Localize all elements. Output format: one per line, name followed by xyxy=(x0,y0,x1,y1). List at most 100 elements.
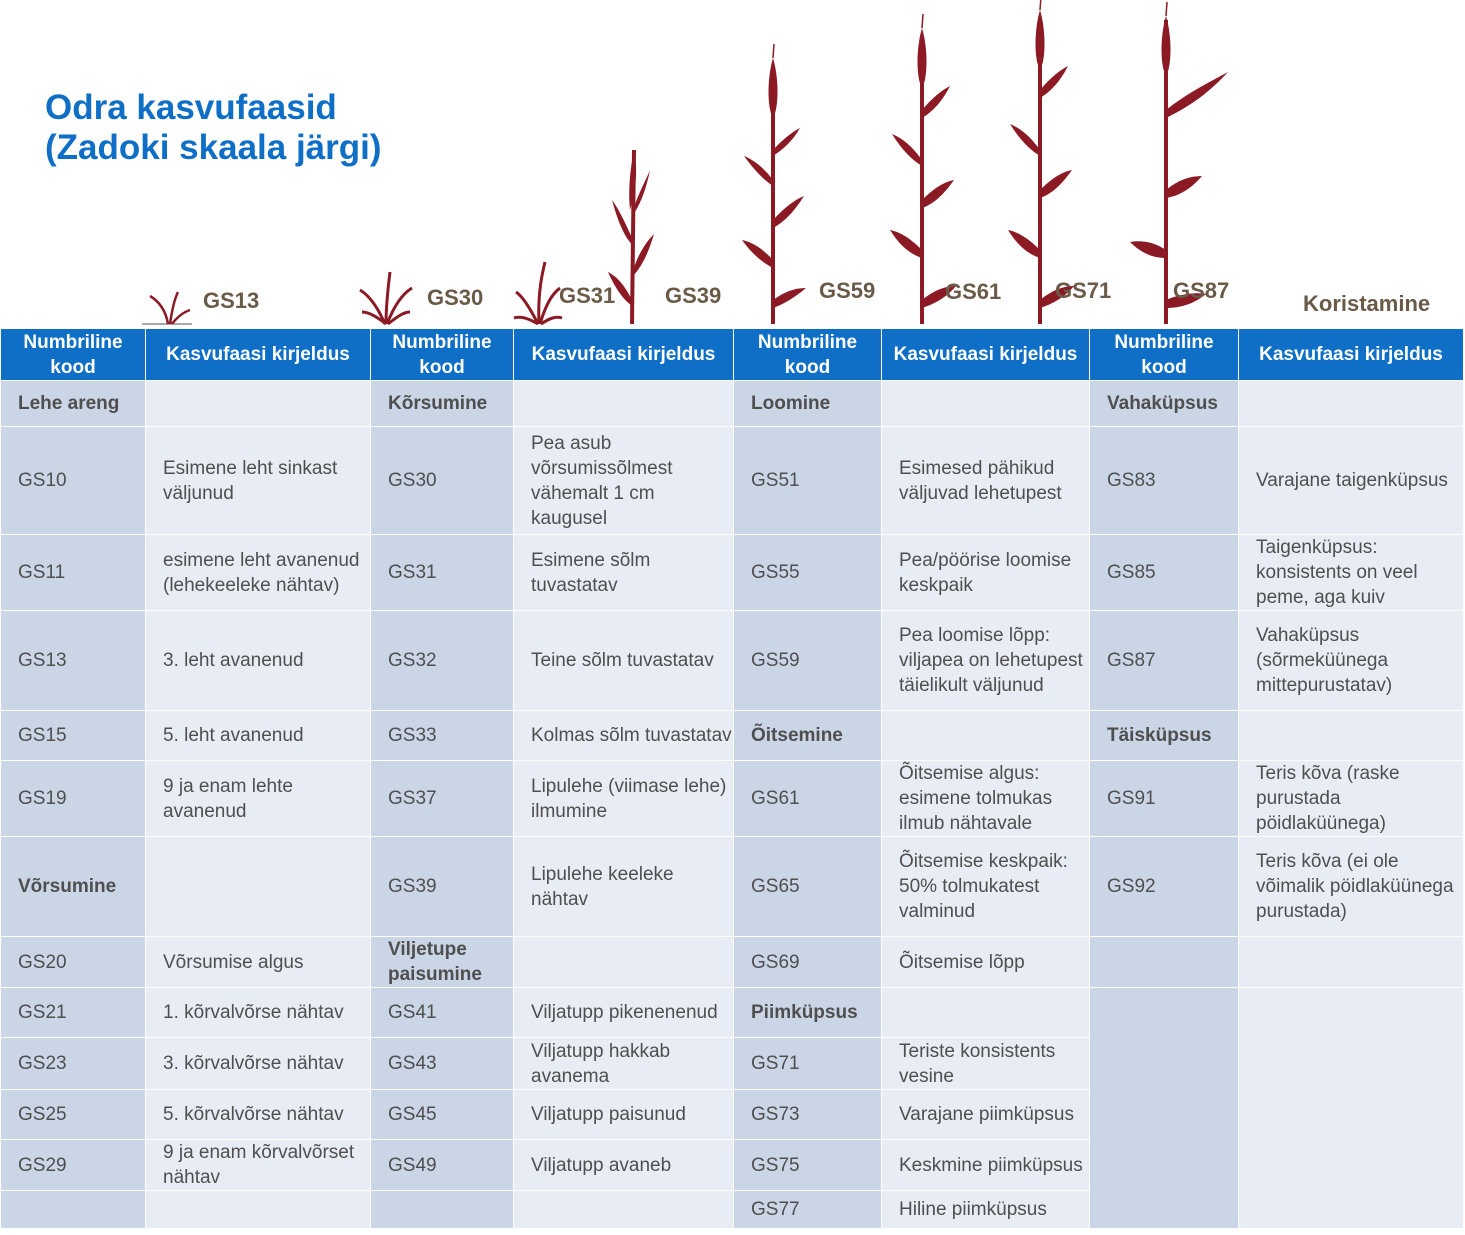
table-cell-code: GS65 xyxy=(733,836,882,937)
table-row: GS21 1. kõrvalvõrse nähtav GS41 Viljatupp p… xyxy=(0,987,1464,1229)
table-cell-code: GS69 xyxy=(733,936,882,988)
table-cell-desc: Keskmine piimküpsus xyxy=(881,1139,1090,1191)
table-cell-desc: Teris kõva (ei ole võimalik pöidlaküüneg… xyxy=(1238,836,1464,937)
table-row: Lehe areng Kõrsumine Loomine Vahaküpsus xyxy=(0,380,1464,427)
table-cell-desc xyxy=(1238,987,1464,1229)
table-cell-code: GS43 xyxy=(370,1037,514,1090)
table-cell-code: GS77 xyxy=(733,1190,882,1229)
plant-gs30-icon xyxy=(359,271,413,326)
table-cell-code: GS37 xyxy=(370,760,514,837)
table-cell-code: GS29 xyxy=(0,1139,146,1191)
table-cell-code: Viljetupe paisumine xyxy=(370,936,514,988)
table-cell-code: GS25 xyxy=(0,1089,146,1140)
table-cell-code: GS10 xyxy=(0,426,146,535)
table-cell-desc: Esimesed pähikud väljuvad lehetupest xyxy=(881,426,1090,535)
table-cell-desc: Pea/pöörise loomise keskpaik xyxy=(881,534,1090,611)
table-cell-code: GS73 xyxy=(733,1089,882,1140)
table-row: GS10 Esimene leht sinkast väljunud GS30 Pea… xyxy=(0,426,1464,535)
table-cell-code: GS41 xyxy=(370,987,514,1038)
table-cell-desc: Teris kõva (raske purustada pöidlaküüneg… xyxy=(1238,760,1464,837)
table-cell-desc: 9 ja enam kõrvalvõrset nähtav xyxy=(145,1139,371,1191)
table-cell-code: GS55 xyxy=(733,534,882,611)
header-code-2: Numbriline kood xyxy=(370,328,514,381)
header-desc-2: Kasvufaasi kirjeldus xyxy=(513,328,734,381)
table-cell-code: Loomine xyxy=(733,380,882,427)
table-cell-desc xyxy=(145,1190,371,1229)
table-cell-code: GS87 xyxy=(1089,610,1239,711)
header-desc-3: Kasvufaasi kirjeldus xyxy=(881,328,1090,381)
table-row: GS13 3. leht avanenud GS32 Teine sõlm tuvas… xyxy=(0,610,1464,711)
table-cell-desc: Varajane taigenküpsus xyxy=(1238,426,1464,535)
header-code-3: Numbriline kood xyxy=(733,328,882,381)
table-cell-desc: Teine sõlm tuvastatav xyxy=(513,610,734,711)
table-cell-desc: Teriste konsistents vesine xyxy=(881,1037,1090,1090)
table-cell-code: GS19 xyxy=(0,760,146,837)
table-cell-desc xyxy=(1238,710,1464,761)
table-cell-desc: Viljatupp hakkab avanema xyxy=(513,1037,734,1090)
table-cell-desc xyxy=(1238,936,1464,988)
table-cell-desc: Hiline piimküpsus xyxy=(881,1190,1090,1229)
table-cell-code: Võrsumine xyxy=(0,836,146,937)
table-cell-desc xyxy=(881,987,1090,1038)
plant-gs31-icon xyxy=(513,261,563,326)
stage-label-gs13: GS13 xyxy=(203,288,260,313)
plant-gs59-icon xyxy=(742,43,806,324)
table-cell-desc: Õitsemise algus: esimene tolmukas ilmub … xyxy=(881,760,1090,837)
table-cell-desc: 5. kõrvalvõrse nähtav xyxy=(145,1089,371,1140)
table-cell-desc: 3. leht avanenud xyxy=(145,610,371,711)
table-cell-code: GS51 xyxy=(733,426,882,535)
plant-gs71-icon xyxy=(1008,0,1074,324)
table-cell-desc: Esimene sõlm tuvastatav xyxy=(513,534,734,611)
table-cell-desc: Õitsemise keskpaik: 50% tolmukatest valm… xyxy=(881,836,1090,937)
plant-gs87-icon xyxy=(1130,1,1228,324)
header-code-1: Numbriline kood xyxy=(0,328,146,381)
plant-gs61-icon xyxy=(890,13,956,324)
table-cell-code: Õitsemine xyxy=(733,710,882,761)
table-cell-code: GS21 xyxy=(0,987,146,1038)
table-row: GS77 Hiline piimküpsus xyxy=(0,1190,1464,1229)
table-cell-code: GS92 xyxy=(1089,836,1239,937)
table-cell-code: GS49 xyxy=(370,1139,514,1191)
table-row: GS20 Võrsumise algus Viljetupe paisumine GS… xyxy=(0,936,1464,988)
table-cell-desc: Varajane piimküpsus xyxy=(881,1089,1090,1140)
table-cell-code: GS83 xyxy=(1089,426,1239,535)
table-row: GS23 3. kõrvalvõrse nähtav GS43 Viljatupp h… xyxy=(0,1037,1464,1090)
table-cell-desc: Viljatupp paisunud xyxy=(513,1089,734,1140)
table-cell-desc xyxy=(145,380,371,427)
table-cell-code: GS23 xyxy=(0,1037,146,1090)
table-cell-code: GS20 xyxy=(0,936,146,988)
table-row: GS19 9 ja enam lehte avanenud GS37 Lipulehe… xyxy=(0,760,1464,837)
table-cell-code: GS85 xyxy=(1089,534,1239,611)
table-cell-desc: esimene leht avanenud (lehekeeleke nähta… xyxy=(145,534,371,611)
plant-gs39-icon xyxy=(608,149,654,325)
header-desc-1: Kasvufaasi kirjeldus xyxy=(145,328,371,381)
table-cell-desc: Õitsemise lõpp xyxy=(881,936,1090,988)
table-cell-desc xyxy=(513,1190,734,1229)
table-header-row: Numbriline kood Kasvufaasi kirjeldus Num… xyxy=(0,328,1464,381)
plant-gs13-icon xyxy=(142,291,192,325)
stage-label-gs71: GS71 xyxy=(1055,278,1112,303)
table-cell-desc: Viljatupp pikenenenud xyxy=(513,987,734,1038)
table-cell-desc xyxy=(1238,380,1464,427)
table-cell-code: Lehe areng xyxy=(0,380,146,427)
stage-label-koristamine: Koristamine xyxy=(1303,291,1431,316)
stage-label-gs61: GS61 xyxy=(945,279,1002,304)
title-line-2: (Zadoki skaala järgi) xyxy=(45,128,382,167)
table-row: GS29 9 ja enam kõrvalvõrset nähtav GS49 Vil… xyxy=(0,1139,1464,1191)
table-cell-desc: 1. kõrvalvõrse nähtav xyxy=(145,987,371,1038)
table-cell-code: Vahaküpsus xyxy=(1089,380,1239,427)
table-cell-code: GS71 xyxy=(733,1037,882,1090)
table-cell-code: GS75 xyxy=(733,1139,882,1191)
table-cell-code: GS32 xyxy=(370,610,514,711)
table-cell-desc xyxy=(513,936,734,988)
table-cell-code xyxy=(0,1190,146,1229)
table-cell-desc: 9 ja enam lehte avanenud xyxy=(145,760,371,837)
table-cell-code: GS11 xyxy=(0,534,146,611)
table-cell-code: GS15 xyxy=(0,710,146,761)
table-cell-code: GS31 xyxy=(370,534,514,611)
table-cell-desc xyxy=(881,710,1090,761)
table-cell-code: GS91 xyxy=(1089,760,1239,837)
table-cell-desc: Pea loomise lõpp: viljapea on lehetupest… xyxy=(881,610,1090,711)
table-cell-desc: Pea asub võrsumissõlmest vähemalt 1 cm k… xyxy=(513,426,734,535)
table-cell-code: GS61 xyxy=(733,760,882,837)
